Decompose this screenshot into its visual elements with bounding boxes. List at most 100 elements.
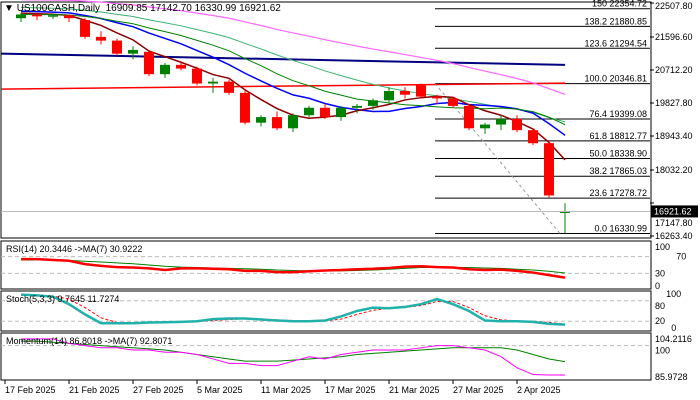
candle-body xyxy=(448,98,458,106)
momentum-label: Momentum(14) 86.8018 ->MA(7) 92.8071 xyxy=(6,336,172,346)
low-value: 16330.99 xyxy=(194,3,237,14)
candle-body xyxy=(272,117,282,129)
fib-label: 38.2 17865.03 xyxy=(589,166,647,176)
date-label: 2 Apr 2025 xyxy=(517,385,561,395)
candle-body xyxy=(320,107,330,118)
date-label: 17 Mar 2025 xyxy=(325,385,376,395)
candle-body xyxy=(16,14,26,19)
candle-body xyxy=(480,124,490,129)
open-value: 16909.85 xyxy=(105,3,148,14)
fib-label: 61.8 18812.77 xyxy=(589,131,647,141)
momentum-ma-line xyxy=(21,340,566,363)
close-value: 16921.62 xyxy=(239,3,281,14)
fib-label: 138.2 21880.85 xyxy=(584,16,647,26)
candle-body xyxy=(176,64,186,69)
date-label: 5 Mar 2025 xyxy=(197,385,243,395)
candle-body xyxy=(400,90,410,95)
price-tick-label: 22507.80 xyxy=(655,1,693,11)
panel-frame-2 xyxy=(0,290,652,332)
ma-14-green xyxy=(20,13,566,126)
candle-body xyxy=(80,20,90,37)
ma-20-green xyxy=(20,6,566,123)
candle-body xyxy=(336,107,346,118)
date-label: 27 Mar 2025 xyxy=(453,385,504,395)
date-label: 21 Feb 2025 xyxy=(69,385,120,395)
stoch-tick-label: 0 xyxy=(671,323,676,333)
stoch-signal-line xyxy=(21,294,566,325)
momentum-tick-label: 104.2116 xyxy=(655,334,692,344)
ma-10-blue xyxy=(20,10,566,136)
rsi-tick-label: 70 xyxy=(676,252,686,262)
candle-body xyxy=(144,51,154,75)
candle-body xyxy=(352,105,362,108)
rsi-rsi-line xyxy=(21,257,566,279)
ma-long-navy xyxy=(0,52,566,66)
high-value: 17142.70 xyxy=(150,3,192,14)
candle-body xyxy=(224,81,234,93)
candle-body xyxy=(496,118,506,125)
candle-body xyxy=(528,130,538,144)
ma-long-red xyxy=(0,82,566,90)
candle-body xyxy=(304,107,314,116)
rsi-ma-line xyxy=(21,259,566,274)
current-price-box xyxy=(651,205,698,218)
candle-body xyxy=(160,64,170,75)
rsi-tick-label: 30 xyxy=(655,268,665,278)
fib-label: 0.0 16330.99 xyxy=(594,223,647,233)
candle-body xyxy=(128,49,138,54)
momentum-momentum-line xyxy=(21,338,565,376)
candle-body xyxy=(368,100,378,106)
candle-body xyxy=(256,117,266,123)
momentum-tick-label: 85.9728 xyxy=(655,372,688,382)
candle-body xyxy=(432,96,442,99)
fib-label: 23.6 17278.72 xyxy=(589,188,647,198)
current-price-label: 16921.62 xyxy=(654,206,692,216)
candle-body xyxy=(112,40,122,54)
candle-body xyxy=(192,68,202,84)
candle-body xyxy=(32,14,42,17)
stoch-tick-label: 80 xyxy=(655,301,665,311)
rsi-tick-label: 100 xyxy=(655,242,670,252)
stoch-tick-label: 100 xyxy=(666,289,681,299)
candle-body xyxy=(240,92,250,123)
panel-frame-3 xyxy=(0,332,652,381)
candle-body xyxy=(384,90,394,101)
fib-label: 150 22354.72 xyxy=(592,0,647,9)
price-tick-label: 19827.80 xyxy=(655,98,693,108)
candle-body xyxy=(208,81,218,84)
stoch-label: Stoch(5,3,3) 9.7645 11.7274 xyxy=(6,294,119,304)
candle-body xyxy=(544,143,554,196)
momentum-tick-label: 100 xyxy=(655,346,670,356)
panel-frame-0 xyxy=(0,1,652,239)
price-tick-label: 18943.40 xyxy=(655,131,693,141)
date-label: 27 Feb 2025 xyxy=(133,385,184,395)
stoch-main-line xyxy=(20,293,566,326)
dropdown-triangle-icon[interactable]: ▼ xyxy=(4,3,14,14)
candle-body xyxy=(288,115,298,129)
fib-label: 123.6 21294.54 xyxy=(584,38,647,48)
fib-label: 50.0 18338.90 xyxy=(589,149,647,159)
candle-body xyxy=(96,36,106,41)
date-label: 17 Feb 2025 xyxy=(5,385,56,395)
candle-body xyxy=(48,15,58,17)
price-tick-label: 18032.20 xyxy=(655,165,693,175)
rsi-label: RSI(14) 20.3446 ->MA(7) 30.9222 xyxy=(6,244,142,254)
candle-body xyxy=(560,211,570,213)
candle-body xyxy=(512,118,522,131)
price-tick-label: 21596.60 xyxy=(655,32,693,42)
rsi-tick-label: 0 xyxy=(655,281,660,291)
price-tick-label: 17147.80 xyxy=(655,218,693,228)
date-label: 21 Mar 2025 xyxy=(389,385,440,395)
stoch-tick-label: 20 xyxy=(655,316,665,326)
price-tick-label: 20712.20 xyxy=(655,65,693,75)
date-label: 11 Mar 2025 xyxy=(261,385,311,395)
candle-body xyxy=(64,15,74,19)
symbol-label: US100CASH,Daily xyxy=(16,3,101,14)
chart-header: ▼ US100CASH,Daily 16909.85 17142.70 1633… xyxy=(4,3,281,14)
panel-frame-1 xyxy=(0,240,652,290)
candle-body xyxy=(416,85,426,97)
fib-trendline xyxy=(434,83,561,234)
candle-body xyxy=(464,105,474,129)
